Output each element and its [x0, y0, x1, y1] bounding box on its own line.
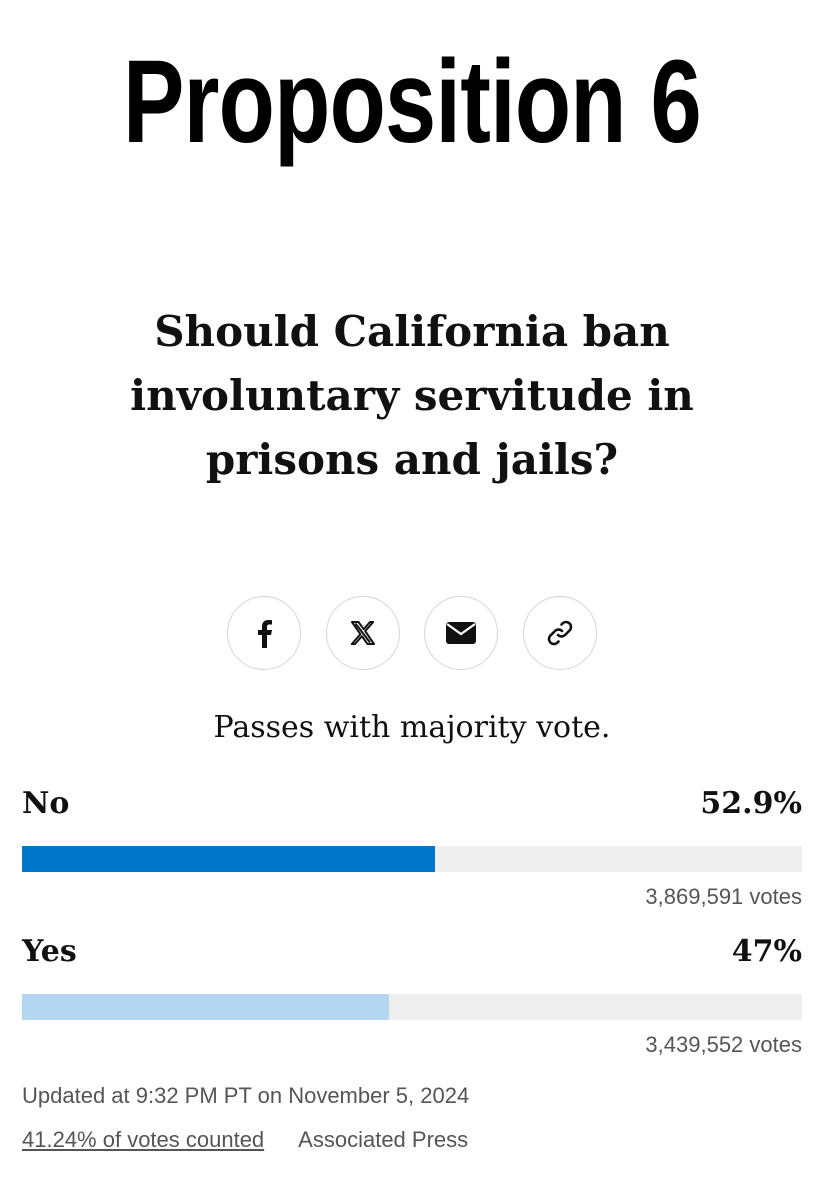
result-percent: 47%: [731, 934, 802, 969]
share-facebook-button[interactable]: [227, 596, 301, 670]
share-x-button[interactable]: [325, 596, 400, 670]
share-email-button[interactable]: [424, 596, 499, 670]
result-bar-fill: [22, 994, 389, 1020]
link-icon: [547, 620, 573, 646]
result-votes: 3,869,591 votes: [645, 884, 802, 909]
result-bar-track: [22, 846, 802, 872]
result-yes: Yes 47% 3,439,552 votes: [22, 932, 802, 1062]
email-icon: [446, 622, 477, 644]
updated-timestamp: Updated at 9:32 PM PT on November 5, 202…: [22, 1083, 470, 1108]
facebook-icon: [258, 620, 272, 648]
votes-counted-link[interactable]: 41.24% of votes counted: [22, 1127, 265, 1152]
result-label: Yes: [22, 934, 77, 969]
ballot-question: Should California ban involuntary servit…: [130, 307, 694, 484]
results-footer: 41.24% of votes counted Associated Press: [22, 1124, 468, 1156]
result-bar-track: [22, 994, 802, 1020]
page-title: Proposition 6: [123, 36, 702, 168]
source-label: Associated Press: [298, 1127, 469, 1152]
share-buttons: [227, 596, 597, 672]
passing-rule: Passes with majority vote.: [213, 710, 611, 745]
result-percent: 52.9%: [700, 786, 802, 821]
result-votes: 3,439,552 votes: [645, 1032, 802, 1057]
result-bar-fill: [22, 846, 435, 872]
x-icon: [350, 621, 375, 645]
result-no: No 52.9% 3,869,591 votes: [22, 784, 802, 914]
share-link-button[interactable]: [522, 596, 597, 670]
result-label: No: [22, 786, 70, 821]
